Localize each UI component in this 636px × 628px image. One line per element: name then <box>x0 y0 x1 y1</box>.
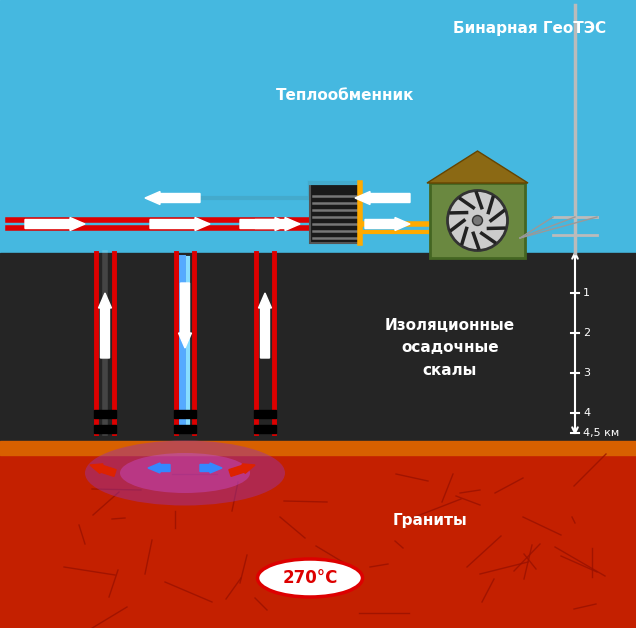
FancyArrow shape <box>148 463 170 473</box>
Bar <box>94 410 116 418</box>
Ellipse shape <box>258 559 363 597</box>
Circle shape <box>473 215 483 225</box>
Text: Изоляционные
осадочные
скалы: Изоляционные осадочные скалы <box>385 318 515 377</box>
Bar <box>94 425 116 433</box>
FancyArrow shape <box>365 217 410 230</box>
FancyArrow shape <box>355 192 410 205</box>
Text: Бинарная ГеоТЭС: Бинарная ГеоТЭС <box>453 21 607 36</box>
FancyArrow shape <box>99 293 111 358</box>
Text: 270°С: 270°С <box>282 569 338 587</box>
FancyArrow shape <box>255 217 300 230</box>
FancyArrow shape <box>90 464 116 476</box>
FancyArrow shape <box>179 283 191 348</box>
Bar <box>174 410 196 418</box>
Text: 3: 3 <box>583 368 590 378</box>
Circle shape <box>448 190 508 251</box>
Text: Теплообменник: Теплообменник <box>276 87 414 102</box>
Bar <box>0 253 636 443</box>
FancyArrow shape <box>200 463 222 473</box>
Bar <box>430 183 525 258</box>
Ellipse shape <box>85 440 285 506</box>
Text: 2: 2 <box>583 328 590 338</box>
Polygon shape <box>427 151 528 183</box>
Bar <box>0 443 636 628</box>
Text: Граниты: Граниты <box>392 513 467 528</box>
Bar <box>310 183 360 243</box>
Bar <box>254 425 276 433</box>
FancyArrow shape <box>25 217 85 230</box>
Bar <box>174 425 196 433</box>
Bar <box>254 410 276 418</box>
Bar <box>0 0 636 253</box>
Text: 1: 1 <box>583 288 590 298</box>
Bar <box>0 441 636 455</box>
FancyArrow shape <box>258 293 272 358</box>
FancyArrow shape <box>240 217 290 230</box>
FancyArrow shape <box>150 217 210 230</box>
Text: 4,5 км: 4,5 км <box>583 428 619 438</box>
FancyArrow shape <box>229 464 255 476</box>
Text: 4: 4 <box>583 408 590 418</box>
Ellipse shape <box>120 453 250 493</box>
FancyArrow shape <box>145 192 200 205</box>
